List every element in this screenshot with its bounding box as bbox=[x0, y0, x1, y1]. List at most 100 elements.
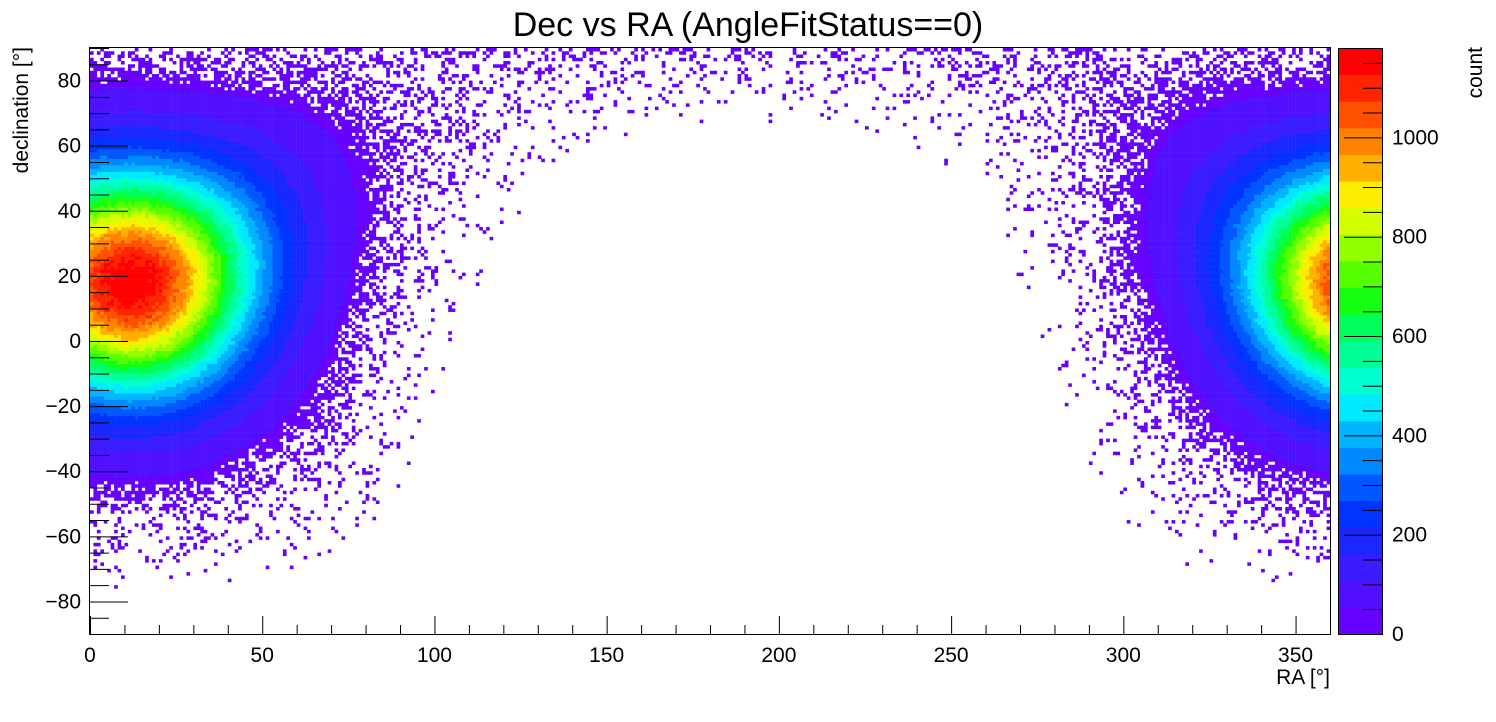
heatmap-cell bbox=[1285, 461, 1289, 465]
heatmap-cell bbox=[303, 376, 308, 381]
heatmap-cell bbox=[1150, 490, 1155, 495]
heatmap-cell bbox=[1288, 354, 1293, 358]
heatmap-cell bbox=[313, 487, 318, 492]
heatmap-cell bbox=[93, 428, 98, 433]
heatmap-cell bbox=[1326, 480, 1331, 485]
heatmap-cell bbox=[207, 451, 211, 456]
heatmap-cell bbox=[1299, 487, 1303, 492]
heatmap-cell bbox=[1257, 409, 1262, 413]
heatmap-cell bbox=[196, 458, 201, 462]
heatmap-cell bbox=[248, 432, 253, 436]
heatmap-cell bbox=[145, 386, 149, 391]
heatmap-cell bbox=[1250, 354, 1255, 358]
heatmap-cell bbox=[162, 363, 167, 368]
heatmap-cell bbox=[241, 425, 246, 430]
heatmap-cell bbox=[121, 402, 125, 407]
heatmap-cell bbox=[276, 448, 280, 452]
heatmap-cell bbox=[369, 393, 373, 397]
heatmap-cell bbox=[193, 425, 198, 430]
heatmap-cell bbox=[1230, 383, 1234, 387]
heatmap-cell bbox=[255, 399, 260, 404]
heatmap-cell bbox=[1123, 412, 1128, 417]
heatmap-cell bbox=[155, 399, 160, 404]
heatmap-cell bbox=[1247, 399, 1252, 404]
heatmap-cell bbox=[331, 393, 335, 397]
heatmap-cell bbox=[289, 370, 294, 374]
heatmap-cell bbox=[1288, 454, 1293, 459]
heatmap-cell bbox=[279, 461, 284, 465]
heatmap-cell bbox=[203, 428, 208, 433]
heatmap-cell bbox=[114, 503, 118, 508]
heatmap-cell bbox=[1250, 464, 1255, 469]
heatmap-cell bbox=[289, 357, 294, 361]
heatmap-cell bbox=[176, 480, 180, 485]
heatmap-cell bbox=[1212, 419, 1217, 423]
heatmap-cell bbox=[1261, 487, 1265, 492]
heatmap-cell bbox=[148, 354, 153, 358]
heatmap-cell bbox=[93, 451, 98, 456]
heatmap-cell bbox=[103, 428, 108, 433]
heatmap-cell bbox=[276, 412, 280, 417]
heatmap-cell bbox=[307, 363, 311, 368]
heatmap-cell bbox=[272, 383, 277, 387]
heatmap-cell bbox=[121, 575, 125, 579]
heatmap-cell bbox=[307, 402, 311, 407]
heatmap-cell bbox=[134, 380, 139, 384]
heatmap-cell bbox=[1181, 393, 1186, 397]
heatmap-cell bbox=[114, 549, 118, 553]
heatmap-cell bbox=[110, 428, 115, 433]
heatmap-cell bbox=[179, 422, 184, 426]
heatmap-cell bbox=[1319, 484, 1324, 488]
heatmap-cell bbox=[1302, 428, 1307, 433]
heatmap-cell bbox=[1271, 458, 1276, 462]
heatmap-cell bbox=[1233, 448, 1238, 452]
heatmap-cell bbox=[1243, 464, 1248, 469]
heatmap-cell bbox=[351, 425, 356, 430]
heatmap-cell bbox=[276, 399, 280, 404]
heatmap-cell bbox=[121, 438, 125, 443]
heatmap-cell bbox=[1288, 438, 1293, 443]
heatmap-cell bbox=[265, 389, 270, 394]
heatmap-cell bbox=[90, 357, 94, 361]
heatmap-cell bbox=[282, 370, 287, 374]
heatmap-cell bbox=[176, 484, 180, 488]
heatmap-cell bbox=[1288, 461, 1293, 465]
heatmap-cell bbox=[341, 441, 346, 446]
heatmap-cell bbox=[300, 386, 304, 391]
heatmap-cell bbox=[1261, 380, 1265, 384]
heatmap-cell bbox=[217, 393, 222, 397]
heatmap-cell bbox=[134, 425, 139, 430]
heatmap-cell bbox=[1285, 471, 1289, 475]
heatmap-cell bbox=[117, 546, 122, 550]
heatmap-cell bbox=[1206, 373, 1210, 378]
heatmap-cell bbox=[110, 510, 115, 514]
heatmap-cell bbox=[1305, 546, 1310, 550]
heatmap-cell bbox=[1254, 445, 1258, 449]
heatmap-cell bbox=[1175, 376, 1179, 381]
heatmap-cell bbox=[141, 448, 146, 452]
heatmap-cell bbox=[207, 497, 211, 501]
heatmap-cell bbox=[217, 370, 222, 374]
heatmap-cell bbox=[200, 467, 204, 472]
heatmap-cell bbox=[310, 376, 315, 381]
heatmap-cell bbox=[103, 350, 108, 355]
heatmap-cell bbox=[1212, 409, 1217, 413]
heatmap-cell bbox=[96, 367, 101, 371]
heatmap-cell bbox=[1233, 422, 1238, 426]
heatmap-cell bbox=[238, 402, 242, 407]
heatmap-cell bbox=[100, 490, 105, 495]
heatmap-cell bbox=[1219, 412, 1224, 417]
heatmap-cell bbox=[1219, 396, 1224, 400]
heatmap-cell bbox=[121, 412, 125, 417]
heatmap-cell bbox=[210, 354, 215, 358]
heatmap-cell bbox=[134, 389, 139, 394]
heatmap-cell bbox=[1312, 438, 1317, 443]
heatmap-cell bbox=[1268, 402, 1272, 407]
heatmap-cell bbox=[1299, 389, 1303, 394]
heatmap-cell bbox=[272, 389, 277, 394]
heatmap-cell bbox=[138, 435, 142, 439]
heatmap-cell bbox=[100, 386, 105, 391]
heatmap-cell bbox=[296, 393, 301, 397]
heatmap-cell bbox=[382, 445, 387, 449]
heatmap-cell bbox=[107, 383, 111, 387]
